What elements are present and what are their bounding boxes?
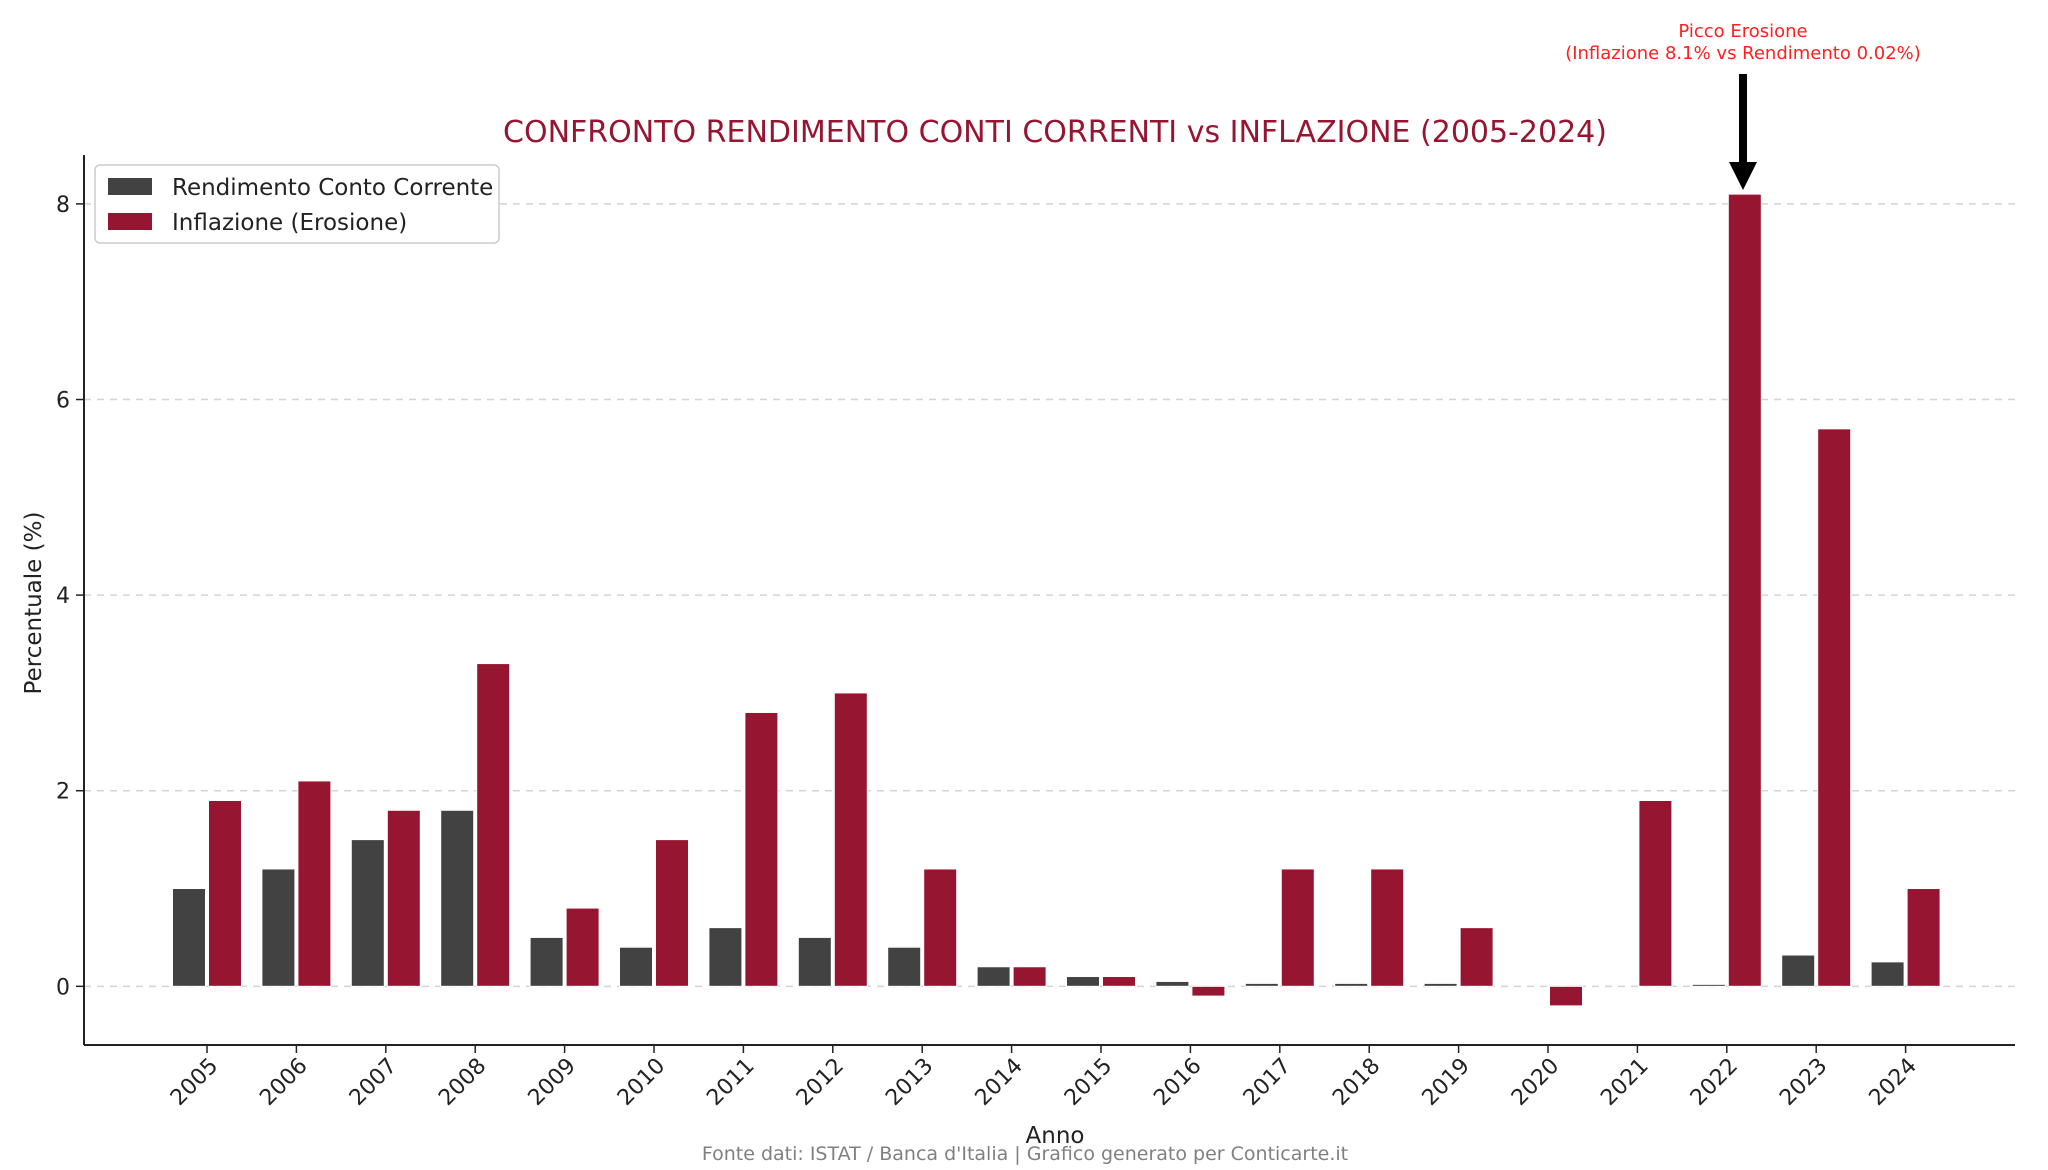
bar-inflazione-2014: [1012, 966, 1047, 987]
legend: Rendimento Conto Corrente Inflazione (Er…: [94, 164, 500, 244]
annotation-arrow-head: [1729, 162, 1757, 190]
y-tick-label: 0: [56, 975, 70, 1000]
bar-rendimento-2012: [797, 936, 832, 987]
x-tick-label: 2008: [434, 1054, 491, 1111]
annotation-title: Picco Erosione: [1678, 21, 1807, 42]
bar-rendimento-2008: [440, 809, 475, 987]
x-tick-label: 2012: [792, 1054, 849, 1111]
bar-rendimento-2011: [708, 927, 743, 987]
bar-inflazione-2010: [655, 839, 689, 987]
bar-rendimento-2017: [1244, 982, 1279, 987]
bar-inflazione-2017: [1280, 868, 1315, 987]
y-tick-label: 2: [56, 780, 70, 805]
x-tick-label: 2018: [1328, 1054, 1385, 1111]
bar-inflazione-2013: [923, 868, 958, 987]
x-tick-label: 2005: [166, 1054, 223, 1111]
chart-title: CONFRONTO RENDIMENTO CONTI CORRENTI vs I…: [503, 115, 1607, 150]
bar-inflazione-2022: [1727, 193, 1762, 987]
bar-rendimento-2007: [350, 839, 385, 987]
x-tick-label: 2013: [881, 1054, 938, 1111]
bar-inflazione-2021: [1638, 799, 1673, 987]
y-tick-label: 6: [56, 389, 70, 414]
source-note: Fonte dati: ISTAT / Banca d'Italia | Gra…: [702, 1143, 1348, 1165]
bar-inflazione-2018: [1370, 868, 1405, 987]
bar-inflazione-2012: [833, 692, 868, 987]
bar-rendimento-2006: [261, 868, 296, 987]
y-tick-label: 4: [56, 584, 70, 609]
y-tick-label: 8: [56, 193, 70, 218]
bar-rendimento-2013: [887, 946, 922, 987]
bar-inflazione-2015: [1102, 976, 1136, 987]
x-tick-label: 2011: [702, 1054, 759, 1111]
bar-rendimento-2014: [976, 966, 1011, 987]
x-tick-label: 2010: [613, 1054, 670, 1111]
bar-rendimento-2019: [1423, 982, 1458, 987]
x-tick-label: 2017: [1239, 1054, 1296, 1111]
x-tick-label: 2014: [971, 1054, 1028, 1111]
legend-swatch-inflazione: [108, 213, 152, 230]
x-tick-label: 2023: [1775, 1054, 1832, 1111]
annotation-detail: (Inflazione 8.1% vs Rendimento 0.02%): [1565, 43, 1921, 64]
x-tick-label: 2019: [1418, 1054, 1475, 1111]
x-tick-label: 2006: [255, 1054, 312, 1111]
bar-inflazione-2008: [476, 663, 511, 987]
bar-inflazione-2005: [208, 799, 242, 987]
x-tick-label: 2016: [1149, 1054, 1206, 1111]
bar-rendimento-2024: [1870, 961, 1905, 987]
bar-rendimento-2009: [529, 936, 564, 987]
bar-inflazione-2019: [1459, 927, 1494, 987]
bar-rendimento-2010: [619, 946, 653, 987]
bar-rendimento-2005: [172, 888, 206, 987]
x-tick-label: 2024: [1865, 1054, 1922, 1111]
legend-frame: [94, 164, 500, 244]
bar-inflazione-2011: [744, 711, 779, 987]
bar-rendimento-2023: [1781, 954, 1816, 987]
bar-rendimento-2018: [1334, 982, 1369, 987]
x-axis-label: Anno: [1026, 1123, 1085, 1149]
x-tick-label: 2015: [1060, 1054, 1117, 1111]
bar-rendimento-2015: [1066, 976, 1100, 987]
bar-inflazione-2007: [386, 809, 421, 987]
bars: [172, 193, 1941, 1007]
y-ticks: 0 2 4 6 8: [56, 193, 84, 1000]
grid-lines: [84, 203, 2015, 988]
legend-label-inflazione: Inflazione (Erosione): [172, 210, 407, 236]
bar-inflazione-2006: [297, 780, 332, 987]
x-tick-label: 2020: [1507, 1054, 1564, 1111]
x-tick-label: 2007: [345, 1054, 402, 1111]
bar-rendimento-2022: [1691, 983, 1726, 987]
y-axis-label: Percentuale (%): [21, 512, 47, 695]
bar-rendimento-2016: [1155, 980, 1190, 987]
bar-inflazione-2009: [565, 907, 600, 987]
bar-inflazione-2020: [1549, 985, 1583, 1007]
x-tick-label: 2021: [1596, 1054, 1653, 1111]
x-ticks: 2005 2006 2007 2008 2009 2010 2011 2012 2013 2014…: [166, 1045, 1922, 1111]
x-tick-label: 2009: [524, 1054, 581, 1111]
legend-swatch-rendimento: [108, 178, 152, 195]
legend-label-rendimento: Rendimento Conto Corrente: [172, 175, 493, 201]
bar-inflazione-2024: [1906, 888, 1941, 987]
bar-inflazione-2016: [1191, 985, 1226, 997]
axes: [83, 155, 2015, 1046]
x-tick-label: 2022: [1686, 1054, 1743, 1111]
bar-inflazione-2023: [1817, 428, 1852, 987]
peak-annotation: Picco Erosione (Inflazione 8.1% vs Rendi…: [1565, 21, 1921, 190]
